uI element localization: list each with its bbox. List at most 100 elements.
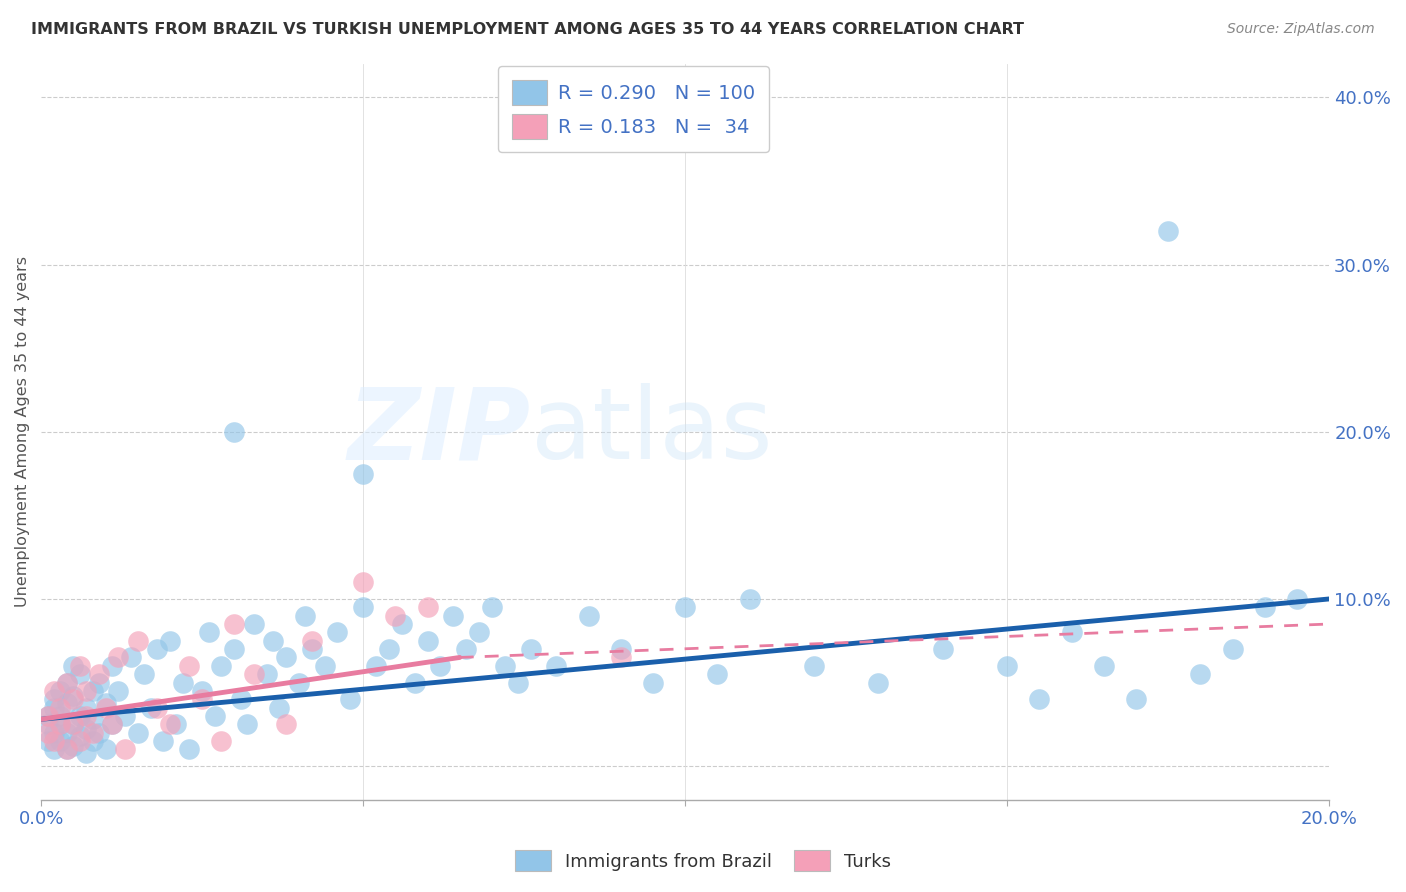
Point xyxy=(37,709,59,723)
Point xyxy=(69,729,91,743)
Point xyxy=(75,709,97,723)
Point xyxy=(378,642,401,657)
Point xyxy=(101,658,124,673)
Point xyxy=(224,642,246,657)
Point xyxy=(37,725,59,739)
Point xyxy=(179,742,201,756)
Point xyxy=(139,700,162,714)
Point xyxy=(75,700,97,714)
Point xyxy=(56,696,79,710)
Point xyxy=(204,709,226,723)
Point xyxy=(641,675,664,690)
Point xyxy=(107,650,129,665)
Point xyxy=(242,617,264,632)
Point xyxy=(69,667,91,681)
Point xyxy=(429,658,451,673)
Point xyxy=(352,467,374,481)
Point xyxy=(49,734,72,748)
Point xyxy=(62,692,84,706)
Point xyxy=(49,700,72,714)
Point xyxy=(269,700,291,714)
Point xyxy=(932,642,955,657)
Text: ZIP: ZIP xyxy=(347,384,530,480)
Point xyxy=(1157,224,1180,238)
Point xyxy=(294,608,316,623)
Point xyxy=(62,717,84,731)
Point xyxy=(75,723,97,737)
Point xyxy=(62,658,84,673)
Point xyxy=(578,608,600,623)
Point xyxy=(62,717,84,731)
Point xyxy=(211,734,233,748)
Point xyxy=(159,633,181,648)
Point xyxy=(37,709,59,723)
Point xyxy=(352,575,374,590)
Point xyxy=(1254,600,1277,615)
Point xyxy=(82,725,104,739)
Point xyxy=(197,625,219,640)
Point xyxy=(326,625,349,640)
Point xyxy=(69,709,91,723)
Point xyxy=(75,684,97,698)
Point xyxy=(127,725,149,739)
Point xyxy=(69,734,91,748)
Text: Source: ZipAtlas.com: Source: ZipAtlas.com xyxy=(1227,22,1375,37)
Point xyxy=(94,696,117,710)
Point xyxy=(37,734,59,748)
Point xyxy=(56,675,79,690)
Point xyxy=(82,712,104,726)
Point xyxy=(49,684,72,698)
Text: atlas: atlas xyxy=(530,384,772,480)
Point xyxy=(42,700,65,714)
Point xyxy=(42,742,65,756)
Point xyxy=(152,734,174,748)
Point xyxy=(101,717,124,731)
Point xyxy=(165,717,187,731)
Point xyxy=(87,675,110,690)
Point xyxy=(229,692,252,706)
Point xyxy=(49,717,72,731)
Point xyxy=(87,667,110,681)
Point xyxy=(1028,692,1050,706)
Point xyxy=(494,658,516,673)
Point xyxy=(107,684,129,698)
Point xyxy=(673,600,696,615)
Point xyxy=(114,742,136,756)
Point xyxy=(42,684,65,698)
Point xyxy=(211,658,233,673)
Point xyxy=(519,642,541,657)
Point xyxy=(49,717,72,731)
Point xyxy=(224,425,246,439)
Point xyxy=(274,717,297,731)
Point xyxy=(274,650,297,665)
Point xyxy=(224,617,246,632)
Point xyxy=(56,675,79,690)
Point xyxy=(94,700,117,714)
Point xyxy=(236,717,259,731)
Point xyxy=(301,642,323,657)
Point xyxy=(287,675,309,690)
Point xyxy=(1286,591,1309,606)
Point xyxy=(146,700,169,714)
Point xyxy=(146,642,169,657)
Point xyxy=(995,658,1018,673)
Point xyxy=(339,692,361,706)
Point xyxy=(706,667,728,681)
Point xyxy=(441,608,464,623)
Point xyxy=(416,633,439,648)
Point xyxy=(159,717,181,731)
Point xyxy=(352,600,374,615)
Point xyxy=(101,717,124,731)
Point xyxy=(114,709,136,723)
Point xyxy=(120,650,142,665)
Point xyxy=(610,650,633,665)
Point xyxy=(56,742,79,756)
Y-axis label: Unemployment Among Ages 35 to 44 years: Unemployment Among Ages 35 to 44 years xyxy=(15,256,30,607)
Point xyxy=(868,675,890,690)
Point xyxy=(610,642,633,657)
Point xyxy=(94,742,117,756)
Legend: Immigrants from Brazil, Turks: Immigrants from Brazil, Turks xyxy=(508,843,898,879)
Point xyxy=(62,739,84,753)
Point xyxy=(134,667,156,681)
Legend: R = 0.290   N = 100, R = 0.183   N =  34: R = 0.290 N = 100, R = 0.183 N = 34 xyxy=(498,66,769,153)
